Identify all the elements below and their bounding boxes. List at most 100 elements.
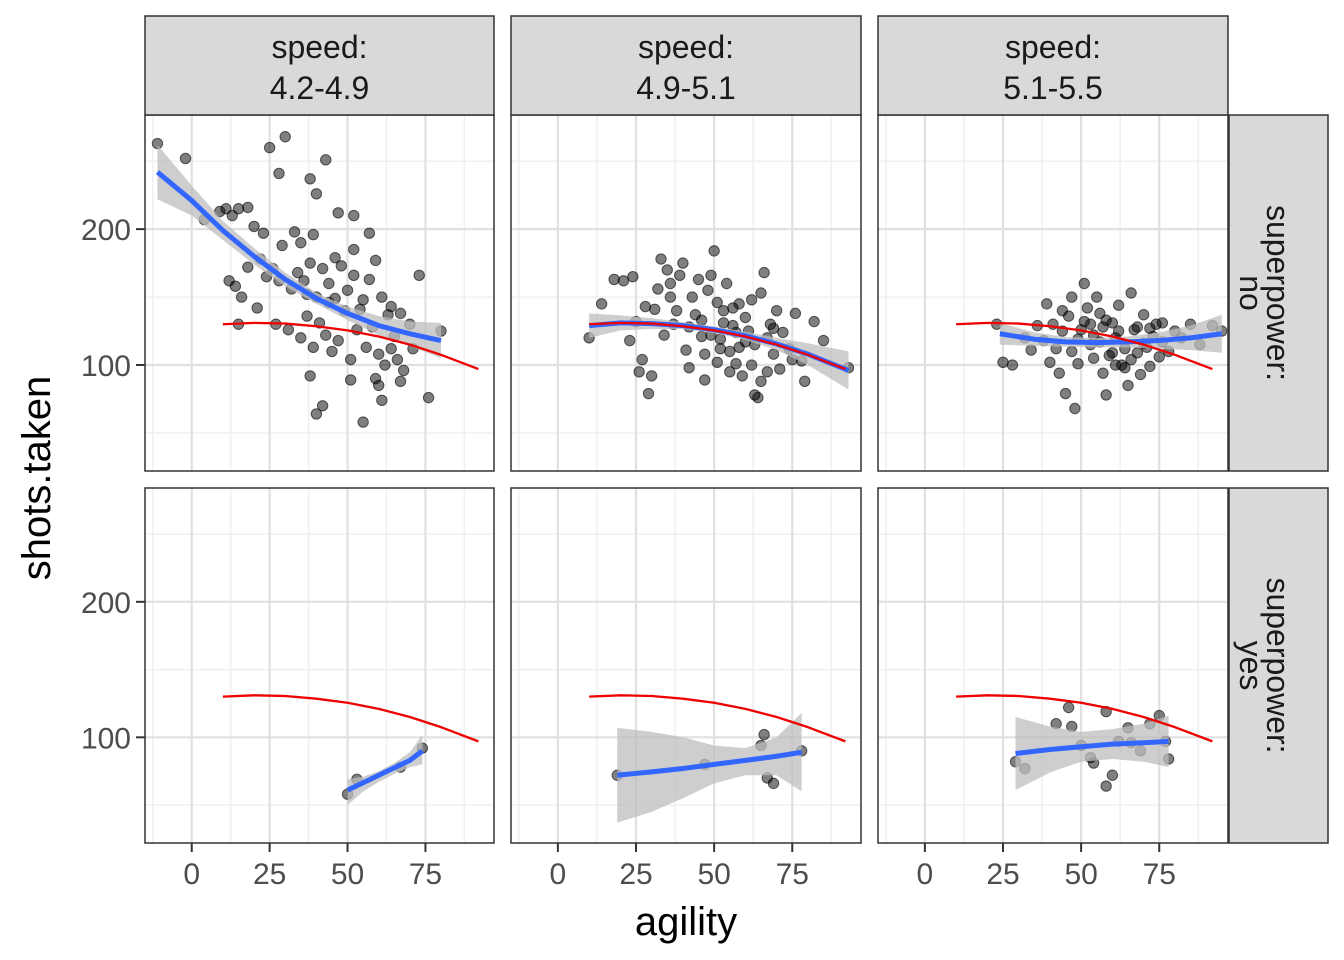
x-tick-label: 25	[986, 858, 1019, 891]
data-point	[733, 298, 745, 310]
strip-label-line1: superpower:	[1260, 577, 1296, 753]
data-point	[736, 370, 748, 382]
y-axis-title: shots.taken	[15, 376, 59, 581]
x-tick-label: 0	[550, 858, 567, 891]
data-point	[1144, 360, 1156, 373]
data-point	[686, 291, 698, 303]
data-point	[1125, 287, 1137, 299]
data-point	[674, 269, 686, 282]
data-point	[699, 374, 711, 386]
strip-label-line2: 4.9-5.1	[636, 70, 736, 106]
panel-border	[510, 487, 862, 844]
data-point	[332, 207, 344, 219]
data-point	[695, 330, 708, 343]
data-point	[624, 334, 636, 347]
panel-content	[956, 694, 1213, 792]
panel-r0-c2	[877, 114, 1229, 472]
data-point	[373, 348, 385, 360]
data-point	[1078, 277, 1090, 290]
data-point	[310, 408, 323, 420]
data-point	[348, 209, 360, 222]
data-point	[394, 307, 407, 320]
data-point	[749, 389, 761, 401]
data-point	[307, 228, 319, 241]
data-point	[645, 370, 658, 382]
data-point	[1056, 304, 1069, 317]
data-point	[627, 270, 639, 283]
data-point	[789, 307, 802, 320]
data-point	[633, 366, 645, 378]
data-point	[1044, 356, 1056, 368]
data-point	[639, 300, 652, 313]
data-point	[714, 333, 727, 345]
data-point	[373, 379, 385, 392]
panel-r0-c1	[510, 114, 862, 472]
data-point	[251, 302, 263, 314]
data-point	[179, 152, 192, 165]
data-point	[1109, 359, 1122, 371]
data-point	[1156, 317, 1169, 329]
data-point	[1066, 345, 1078, 358]
data-point	[595, 298, 608, 310]
data-point	[1006, 359, 1019, 371]
data-point	[774, 363, 786, 375]
data-point	[301, 310, 313, 322]
data-point	[677, 257, 689, 269]
x-tick-label: 75	[409, 858, 442, 891]
data-point	[304, 173, 316, 185]
y-tick-label: 100	[81, 350, 131, 383]
x-tick-label: 75	[776, 858, 809, 891]
data-point	[1081, 302, 1094, 314]
strip-label-line2: yes	[1233, 641, 1269, 691]
data-point	[291, 266, 304, 279]
data-point	[767, 777, 780, 790]
x-tick-label: 50	[1064, 858, 1097, 891]
smooth-line	[1015, 738, 1169, 757]
data-point	[1041, 298, 1053, 310]
data-point	[263, 141, 276, 154]
data-point	[1144, 322, 1156, 335]
data-point	[770, 304, 783, 317]
x-tick-label: 0	[917, 858, 934, 891]
data-point	[1091, 291, 1103, 303]
panel-content	[151, 131, 479, 428]
data-point	[661, 264, 673, 276]
data-point	[279, 131, 291, 143]
panel-background	[878, 488, 1228, 843]
confidence-ribbon	[617, 712, 802, 823]
data-point	[642, 387, 655, 400]
data-point	[714, 343, 727, 355]
panel-background	[878, 115, 1228, 471]
data-point	[758, 266, 770, 279]
data-point	[692, 273, 705, 286]
data-point	[1122, 379, 1134, 392]
data-point	[413, 269, 425, 282]
data-point	[329, 251, 341, 264]
data-point	[242, 261, 254, 273]
data-point	[1112, 299, 1125, 311]
data-point	[758, 728, 770, 741]
smooth-line	[155, 170, 442, 344]
data-point	[817, 334, 830, 347]
data-point	[295, 332, 307, 344]
reference-curve	[589, 694, 846, 743]
strip-label-line2: 4.2-4.9	[270, 70, 370, 106]
row-strip-0: superpower:no	[1228, 114, 1329, 472]
panel-r0-c0	[144, 114, 495, 472]
reference-curve	[956, 321, 1213, 371]
row-strip-1: superpower:yes	[1228, 487, 1329, 844]
data-point	[745, 359, 758, 371]
data-point	[699, 348, 711, 360]
data-point	[683, 362, 695, 374]
data-point	[348, 243, 360, 256]
data-point	[316, 400, 329, 412]
column-strip-1: speed: 4.9-5.1	[510, 15, 862, 116]
panel-background	[145, 488, 494, 843]
data-point	[1072, 357, 1084, 370]
strip-label-line1: speed:	[1005, 29, 1101, 65]
panel-r1-c2	[877, 487, 1229, 844]
data-point	[295, 237, 307, 249]
strip-label-line2: no	[1233, 275, 1269, 311]
data-point	[422, 391, 435, 404]
